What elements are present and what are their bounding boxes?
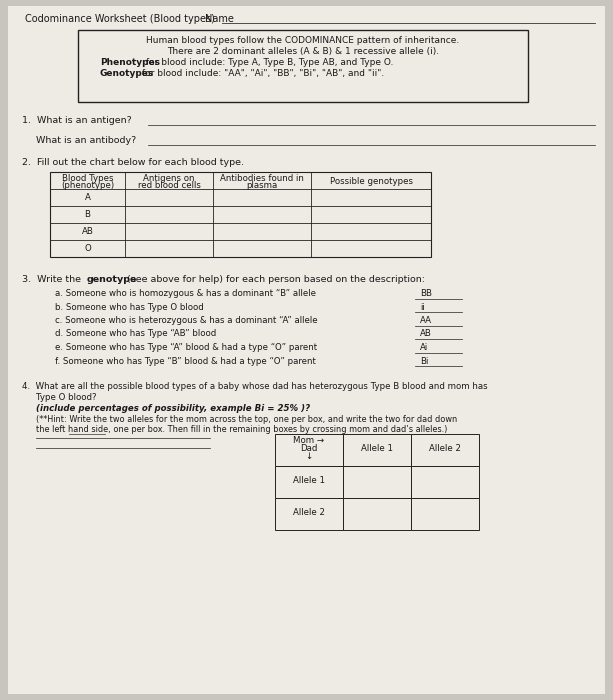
Text: ↓: ↓ bbox=[305, 452, 313, 461]
Text: a. Someone who is homozygous & has a dominant “B” allele: a. Someone who is homozygous & has a dom… bbox=[55, 289, 316, 298]
Text: plasma: plasma bbox=[246, 181, 278, 190]
Text: d. Someone who has Type “AB” blood: d. Someone who has Type “AB” blood bbox=[55, 330, 216, 339]
Text: Possible genotypes: Possible genotypes bbox=[330, 177, 413, 186]
Text: Antibodies found in: Antibodies found in bbox=[220, 174, 304, 183]
Text: the left hand side, one per box. Then fill in the remaining boxes by crossing mo: the left hand side, one per box. Then fi… bbox=[36, 425, 447, 434]
Text: BB: BB bbox=[420, 289, 432, 298]
Text: e. Someone who has Type “A” blood & had a type “O” parent: e. Someone who has Type “A” blood & had … bbox=[55, 343, 317, 352]
Text: Allele 1: Allele 1 bbox=[361, 444, 393, 453]
Text: Codominance Worksheet (Blood types): Codominance Worksheet (Blood types) bbox=[25, 14, 215, 24]
Bar bbox=[275, 434, 343, 466]
Bar bbox=[343, 434, 411, 466]
Text: AB: AB bbox=[82, 227, 93, 236]
Text: Mom →: Mom → bbox=[294, 436, 324, 445]
Text: b. Someone who has Type O blood: b. Someone who has Type O blood bbox=[55, 302, 204, 312]
Text: Phenotypes: Phenotypes bbox=[100, 58, 160, 67]
Text: Bi: Bi bbox=[420, 356, 428, 365]
Text: genotype: genotype bbox=[87, 275, 137, 284]
Text: Genotypes: Genotypes bbox=[100, 69, 154, 78]
Text: Allele 2: Allele 2 bbox=[429, 444, 461, 453]
Text: f. Someone who has Type “B” blood & had a type “O” parent: f. Someone who has Type “B” blood & had … bbox=[55, 356, 316, 365]
Text: Antigens on: Antigens on bbox=[143, 174, 195, 183]
Text: Type O blood?: Type O blood? bbox=[36, 393, 96, 402]
Bar bbox=[411, 434, 479, 466]
Text: What is an antibody?: What is an antibody? bbox=[36, 136, 136, 145]
Text: A: A bbox=[85, 193, 91, 202]
Text: There are 2 dominant alleles (A & B) & 1 recessive allele (i).: There are 2 dominant alleles (A & B) & 1… bbox=[167, 47, 439, 56]
Bar bbox=[78, 30, 528, 102]
Text: AB: AB bbox=[420, 330, 432, 339]
Text: (phenotype): (phenotype) bbox=[61, 181, 114, 190]
Text: Name: Name bbox=[205, 14, 234, 24]
Bar bbox=[275, 466, 343, 498]
Text: (include percentages of possibility, example Bi = 25% )?: (include percentages of possibility, exa… bbox=[36, 404, 310, 413]
Text: (see above for help) for each person based on the description:: (see above for help) for each person bas… bbox=[124, 275, 425, 284]
Text: B: B bbox=[85, 210, 91, 219]
Text: AA: AA bbox=[420, 316, 432, 325]
Text: for blood include: Type A, Type B, Type AB, and Type O.: for blood include: Type A, Type B, Type … bbox=[143, 58, 394, 67]
Text: c. Someone who is heterozygous & has a dominant “A” allele: c. Someone who is heterozygous & has a d… bbox=[55, 316, 318, 325]
Text: Dad: Dad bbox=[300, 444, 318, 453]
Bar bbox=[411, 466, 479, 498]
Text: 3.  Write the: 3. Write the bbox=[22, 275, 84, 284]
Bar bbox=[275, 498, 343, 530]
Bar bbox=[343, 498, 411, 530]
Text: 2.  Fill out the chart below for each blood type.: 2. Fill out the chart below for each blo… bbox=[22, 158, 244, 167]
Text: ii: ii bbox=[420, 302, 425, 312]
Text: O: O bbox=[84, 244, 91, 253]
Text: Blood Types: Blood Types bbox=[62, 174, 113, 183]
Text: red blood cells: red blood cells bbox=[137, 181, 200, 190]
Bar bbox=[50, 172, 431, 257]
Bar bbox=[343, 466, 411, 498]
Text: Allele 2: Allele 2 bbox=[293, 508, 325, 517]
Bar bbox=[411, 498, 479, 530]
Text: (**Hint: Write the two alleles for the mom across the top, one per box, and writ: (**Hint: Write the two alleles for the m… bbox=[36, 415, 457, 424]
Text: for blood include: "AA", "Ai", "BB", "Bi", "AB", and "ii".: for blood include: "AA", "Ai", "BB", "Bi… bbox=[139, 69, 384, 78]
Text: 4.  What are all the possible blood types of a baby whose dad has heterozygous T: 4. What are all the possible blood types… bbox=[22, 382, 487, 391]
Text: Human blood types follow the CODOMINANCE pattern of inheritance.: Human blood types follow the CODOMINANCE… bbox=[147, 36, 460, 45]
Text: Allele 1: Allele 1 bbox=[293, 476, 325, 485]
Text: Ai: Ai bbox=[420, 343, 428, 352]
Text: 1.  What is an antigen?: 1. What is an antigen? bbox=[22, 116, 132, 125]
